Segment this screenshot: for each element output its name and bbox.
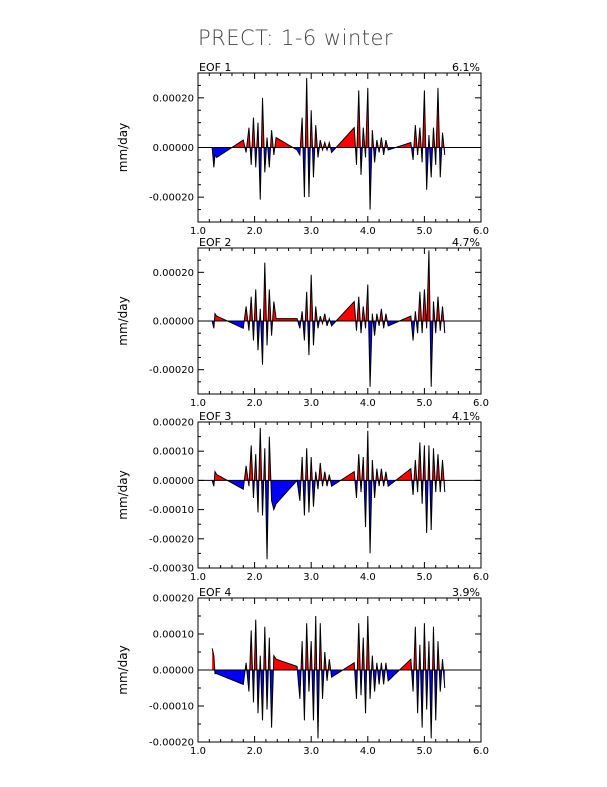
y-tick-label: -0.00020 <box>149 738 194 749</box>
x-tick-label: 5.0 <box>416 746 432 757</box>
x-tick-label: 6.0 <box>473 572 489 583</box>
x-tick-label: 2.0 <box>247 746 263 757</box>
variance-percent: 4.7% <box>452 236 480 249</box>
y-axis-label: mm/day <box>116 123 130 173</box>
x-tick-label: 5.0 <box>416 226 432 237</box>
eof-label: EOF 2 <box>199 236 231 249</box>
y-tick-label: 0.00000 <box>153 476 194 487</box>
y-tick-label: -0.00030 <box>149 564 194 575</box>
chart-title: PRECT: 1-6 winter <box>198 26 394 50</box>
eof-series-line <box>211 77 446 210</box>
panel-frame <box>197 421 482 569</box>
y-tick-label: 0.00000 <box>153 143 194 154</box>
eof-label: EOF 3 <box>199 410 231 423</box>
y-axis-label: mm/day <box>116 645 130 695</box>
y-tick-label: 0.00000 <box>153 666 194 677</box>
x-tick-label: 3.0 <box>303 226 319 237</box>
x-tick-label: 5.0 <box>416 572 432 583</box>
y-tick-label: -0.00010 <box>149 505 194 516</box>
eof-panel-1: 1.0 2.0 3.0 4.0 5.0 6.0 0.00020 0.00000 -0.00020… <box>116 61 489 237</box>
eof-panel-2: 1.0 2.0 3.0 4.0 5.0 6.0 0.00020 0.00000 -0.00020… <box>116 236 489 409</box>
positive-area-fill <box>212 427 445 481</box>
y-tick-label: 0.00020 <box>153 418 194 429</box>
x-tick-label: 1.0 <box>190 398 206 409</box>
y-tick-label: 0.00020 <box>153 93 194 104</box>
x-tick-label: 6.0 <box>473 398 489 409</box>
negative-area-fill <box>212 480 445 560</box>
y-tick-label: 0.00010 <box>153 447 194 458</box>
x-tick-label: 2.0 <box>247 226 263 237</box>
variance-percent: 6.1% <box>452 61 480 74</box>
x-tick-label: 4.0 <box>360 572 376 583</box>
eof-series-line <box>211 427 446 560</box>
y-tick-label: -0.00020 <box>149 534 194 545</box>
x-tick-label: 1.0 <box>190 572 206 583</box>
variance-percent: 4.1% <box>452 410 480 423</box>
eof-series-line <box>211 250 446 387</box>
x-tick-label: 6.0 <box>473 226 489 237</box>
x-tick-label: 6.0 <box>473 746 489 757</box>
x-tick-label: 4.0 <box>360 746 376 757</box>
x-tick-label: 2.0 <box>247 398 263 409</box>
x-tick-label: 3.0 <box>303 746 319 757</box>
eof-label: EOF 4 <box>199 586 231 599</box>
eof-panel-4: 1.0 2.0 3.0 4.0 5.0 6.0 0.00020 0.00010 0.00000 -… <box>116 586 489 757</box>
y-axis-label: mm/day <box>116 296 130 346</box>
y-tick-label: 0.00020 <box>153 268 194 279</box>
x-tick-label: 3.0 <box>303 398 319 409</box>
x-tick-label: 1.0 <box>190 746 206 757</box>
y-tick-label: -0.00010 <box>149 702 194 713</box>
y-tick-label: 0.00000 <box>153 317 194 328</box>
y-axis-label: mm/day <box>116 470 130 520</box>
x-tick-label: 4.0 <box>360 398 376 409</box>
y-tick-label: 0.00010 <box>153 630 194 641</box>
x-tick-label: 2.0 <box>247 572 263 583</box>
variance-percent: 3.9% <box>452 586 480 599</box>
negative-area-fill <box>212 670 445 739</box>
eof-series-line <box>211 615 446 739</box>
x-tick-label: 3.0 <box>303 572 319 583</box>
y-tick-label: 0.00020 <box>153 594 194 605</box>
x-tick-label: 5.0 <box>416 398 432 409</box>
y-tick-label: -0.00020 <box>149 193 194 204</box>
x-tick-label: 4.0 <box>360 226 376 237</box>
y-tick-label: -0.00020 <box>149 365 194 376</box>
x-tick-label: 1.0 <box>190 226 206 237</box>
eof-panel-3: 1.0 2.0 3.0 4.0 5.0 6.0 0.00020 0.00010 0.00000 -… <box>116 410 489 583</box>
eof-label: EOF 1 <box>199 61 231 74</box>
